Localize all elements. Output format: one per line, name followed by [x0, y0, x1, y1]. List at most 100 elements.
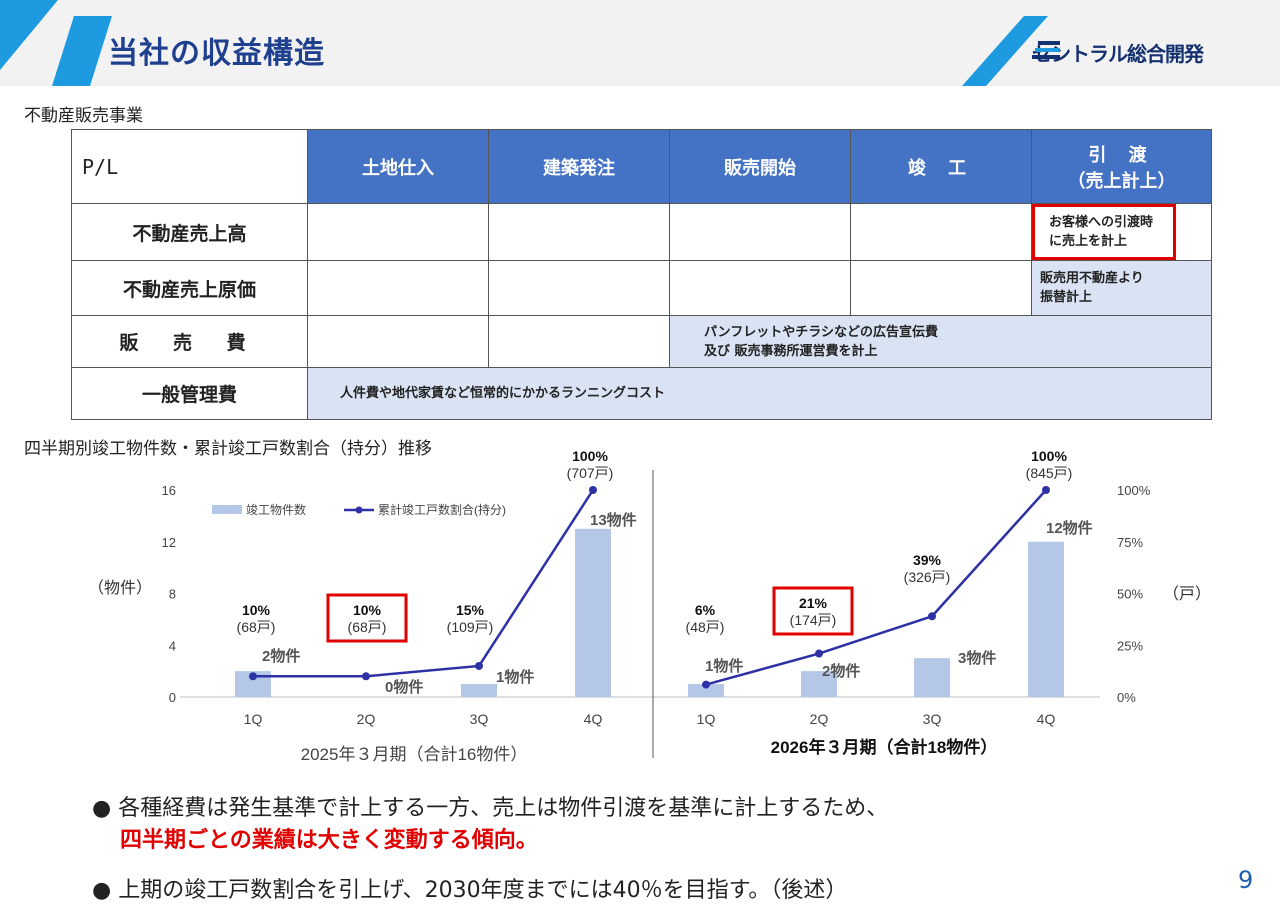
admin-note-cell: 人件費や地代家賃など恒常的にかかるランニングコスト [307, 367, 1212, 420]
bullet-target: ● 上期の竣工戸数割合を引上げ、2030年度までには40％を目指す。（後述） [92, 878, 848, 903]
bar-completed-units [914, 658, 950, 697]
bar-data-label: 1物件 [496, 668, 534, 686]
bar-data-label: 1物件 [705, 657, 743, 675]
right-axis-title: （戸） [1163, 585, 1211, 603]
logo-text: セントラル総合開発 [1032, 42, 1204, 66]
table-row: 不動産売上高 お客様への引渡時 に売上を計上 [71, 203, 1212, 261]
ratio-data-label: 6% [695, 602, 716, 618]
table-row: 不動産売上原価 販売用不動産より 振替計上 [71, 260, 1212, 316]
category-tick-label: 1Q [244, 711, 263, 727]
group-label-fy2025: 2025年３月期（合計16物件） [301, 745, 528, 764]
delivery-line1: 引 渡 [1088, 144, 1155, 166]
bullet-expenses-emphasis: 四半期ごとの業績は大きく変動する傾向。 [120, 822, 538, 854]
chart-legend: 竣工物件数 累計竣工戸数割合(持分) [212, 502, 506, 517]
table-row: 販 売 費 パンフレットやチラシなどの広告宣伝費 及び 販売事務所運営費を計上 [71, 315, 1212, 368]
left-tick-label: 16 [162, 483, 176, 498]
bar-data-label: 12物件 [1046, 519, 1093, 537]
bar-completed-units [801, 671, 837, 697]
right-tick-label: 100% [1117, 483, 1151, 498]
slide-header: 当社の収益構造 セントラル総合開発 [0, 0, 1280, 86]
bar-data-label: 2物件 [822, 662, 860, 680]
pl-table: P/L 土地仕入 建築発注 販売開始 竣 工 引 渡 （売上計上） 不動産売上高… [71, 129, 1212, 420]
pl-corner-label: P/L [71, 129, 308, 204]
combo-chart: 16 12 8 4 0 100% 75% 50% 25% 0% 1Q 2Q 3Q 4Q 1Q 2Q 3Q 4Q 2… [88, 448, 1211, 764]
units-data-label: (68戸) [237, 619, 276, 635]
col-header-land: 土地仕入 [307, 129, 489, 204]
group-label-fy2026: 2026年３月期（合計18物件） [771, 737, 998, 757]
section-label-real-estate: 不動産販売事業 [24, 106, 143, 126]
selling-note-cell: パンフレットやチラシなどの広告宣伝費 及び 販売事務所運営費を計上 [669, 315, 1212, 368]
sales-note-line1: お客様への引渡時 [1049, 215, 1154, 230]
bar-data-label: 0物件 [385, 678, 423, 696]
header-decoration [0, 0, 1048, 86]
selling-note-line2: 及び 販売事務所運営費を計上 [704, 343, 878, 359]
right-tick-label: 50% [1117, 587, 1143, 602]
cost-note-line2: 振替計上 [1040, 290, 1093, 305]
units-data-label: (174戸) [790, 612, 837, 628]
cost-note-cell: 販売用不動産より 振替計上 [1031, 260, 1212, 316]
section-label-chart: 四半期別竣工物件数・累計竣工戸数割合（持分）推移 [24, 439, 432, 459]
units-data-label: (109戸) [447, 619, 494, 635]
cumulative-ratio-point [1042, 486, 1050, 494]
bar-data-label: 2物件 [262, 647, 300, 665]
cumulative-ratio-point [475, 661, 483, 670]
row-label-cost: 不動産売上原価 [71, 260, 308, 316]
bullet-expenses: ● 各種経費は発生基準で計上する一方、売上は物件引渡を基準に計上するため、 [92, 796, 889, 821]
row-label-sales: 不動産売上高 [71, 203, 308, 261]
ratio-data-label: 100% [1031, 448, 1067, 464]
company-logo: セントラル総合開発 [1032, 38, 1204, 67]
legend-bar-swatch [212, 505, 242, 514]
units-data-label: (707戸) [567, 465, 614, 481]
category-tick-label: 2Q [357, 711, 376, 727]
category-tick-label: 4Q [584, 711, 603, 727]
category-tick-label: 3Q [470, 711, 489, 727]
highlight-box [772, 586, 854, 636]
selling-note-line1: パンフレットやチラシなどの広告宣伝費 [704, 324, 939, 340]
cumulative-ratio-point [928, 612, 936, 621]
left-tick-label: 0 [169, 690, 176, 705]
cumulative-ratio-point [589, 486, 597, 494]
ratio-data-label: 100% [572, 448, 608, 464]
left-tick-label: 8 [169, 587, 176, 602]
chart-line [249, 486, 1050, 689]
bar-data-label: 13物件 [590, 511, 637, 529]
cumulative-ratio-point [702, 680, 710, 689]
category-tick-label: 1Q [697, 711, 716, 727]
logo-mark-icon [1032, 41, 1060, 59]
right-tick-label: 75% [1117, 535, 1143, 550]
bar-completed-units [1028, 541, 1064, 697]
right-tick-label: 0% [1117, 690, 1136, 705]
emphasis-text: 四半期ごとの業績は大きく変動する傾向。 [120, 828, 538, 853]
units-data-label: (845戸) [1026, 465, 1073, 481]
sales-note-line2: に売上を計上 [1049, 234, 1128, 249]
cumulative-ratio-point [815, 649, 823, 658]
cumulative-ratio-line [705, 489, 1047, 686]
ratio-data-label: 15% [456, 602, 485, 618]
row-label-selling: 販 売 費 [71, 315, 308, 368]
units-data-label: (326戸) [904, 569, 951, 585]
bar-completed-units [688, 684, 724, 697]
units-data-label: (68戸) [348, 619, 387, 635]
col-header-delivery: 引 渡 （売上計上） [1031, 129, 1212, 204]
left-axis-title: （物件） [88, 579, 152, 597]
units-data-label: (48戸) [686, 619, 725, 635]
table-row: 一般管理費 人件費や地代家賃など恒常的にかかるランニングコスト [71, 367, 1212, 420]
cost-note-line1: 販売用不動産より [1040, 271, 1144, 286]
page-title: 当社の収益構造 [108, 36, 325, 71]
cumulative-ratio-line [253, 489, 595, 678]
legend-line-label: 累計竣工戸数割合(持分) [378, 502, 506, 517]
legend-bar-label: 竣工物件数 [246, 502, 306, 517]
category-tick-label: 3Q [923, 711, 942, 727]
cumulative-ratio-point [249, 672, 257, 681]
highlight-box-sales: お客様への引渡時 に売上を計上 [1032, 204, 1177, 260]
col-header-completion: 竣 工 [850, 129, 1032, 204]
row-label-admin: 一般管理費 [71, 367, 308, 420]
category-tick-label: 4Q [1037, 711, 1056, 727]
delivery-line2: （売上計上） [1067, 170, 1176, 192]
ratio-data-label: 39% [913, 552, 942, 568]
ratio-data-label: 10% [242, 602, 271, 618]
category-tick-label: 2Q [810, 711, 829, 727]
right-tick-label: 25% [1117, 638, 1143, 653]
cumulative-ratio-point [362, 672, 370, 681]
